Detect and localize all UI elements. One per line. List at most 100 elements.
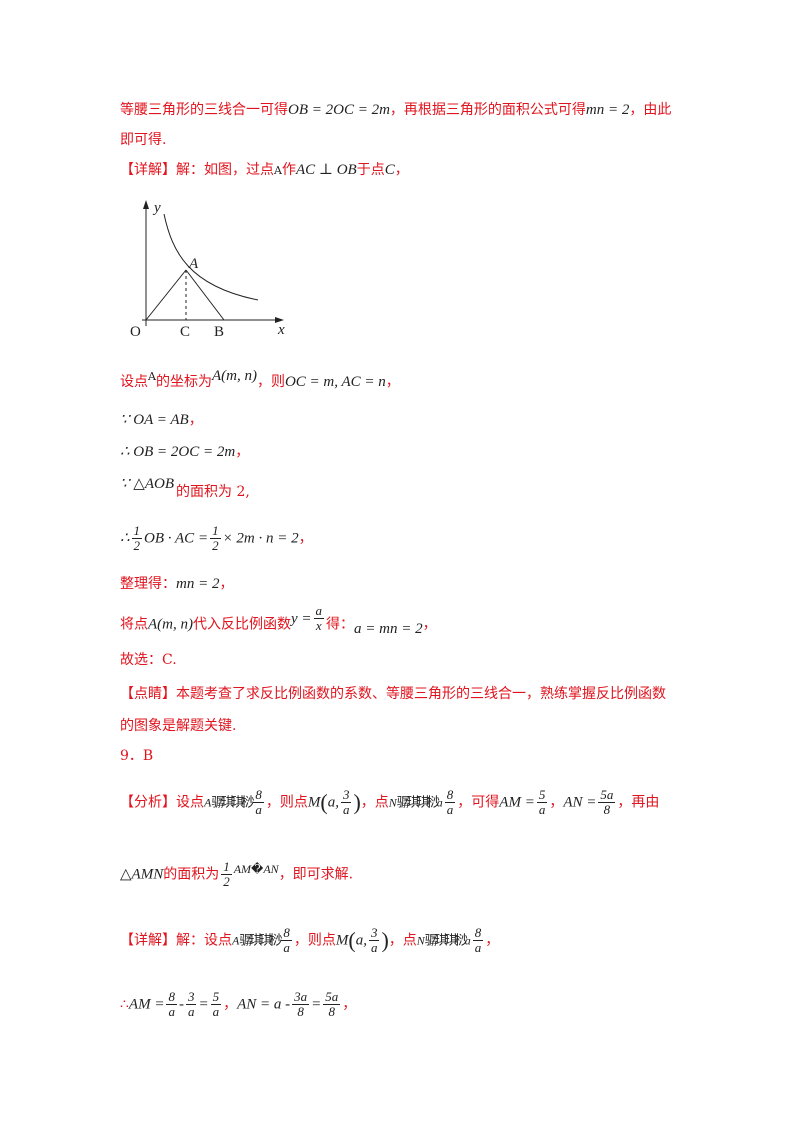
math-expr: AM = bbox=[499, 794, 535, 811]
math-expr: A(m, n) bbox=[148, 616, 193, 633]
math-expr: a, bbox=[355, 932, 367, 949]
detail-line-5b: 的面积为 2, bbox=[176, 482, 250, 502]
math-expr: AM = bbox=[128, 996, 165, 1013]
text-run: 的面积为 bbox=[163, 866, 220, 883]
garbled-bracket: 骣琪琪桫 bbox=[424, 933, 468, 949]
text-run: ，则点 bbox=[265, 794, 308, 811]
segment-OA bbox=[145, 269, 187, 321]
text-run: 作 bbox=[281, 162, 296, 178]
text-run: ， bbox=[223, 996, 238, 1013]
x-label: x bbox=[277, 322, 285, 338]
text-run: 故选：C. bbox=[120, 652, 177, 668]
detail-line-4: ∴ OB = 2OC = 2m， bbox=[120, 442, 249, 462]
text-run: ， bbox=[219, 576, 234, 592]
geometry-figure: y x A O C B bbox=[130, 200, 285, 340]
text-run: ， bbox=[188, 412, 203, 428]
text-run: ， bbox=[485, 932, 500, 949]
text-run: ，由此 bbox=[629, 102, 672, 118]
point-A-label: A bbox=[188, 256, 199, 272]
math-expr: M bbox=[307, 794, 321, 811]
text-run: ，点 bbox=[360, 794, 389, 811]
text-run: ， bbox=[235, 444, 250, 460]
math-expr: A bbox=[232, 933, 240, 948]
text-run: ， bbox=[385, 374, 400, 390]
origin-label: O bbox=[130, 324, 141, 340]
math-expr: M bbox=[335, 932, 349, 949]
text-run: ，点 bbox=[388, 932, 417, 949]
text-run: 的坐标为 bbox=[155, 374, 212, 390]
text-run: ，再根据三角形的面积公式可得 bbox=[389, 102, 586, 118]
text-run: ， bbox=[549, 794, 564, 811]
x-axis-arrow-icon bbox=[275, 317, 284, 323]
garbled-bracket: 骣琪琪桫 bbox=[396, 795, 440, 811]
text-run: ，则点 bbox=[293, 932, 336, 949]
math-expr: ∵ △AOB bbox=[120, 476, 174, 492]
math-expr: C bbox=[384, 162, 395, 178]
math-expr: y = bbox=[291, 610, 312, 627]
math-expr: AN bbox=[263, 861, 279, 876]
math-expr: a bbox=[436, 795, 443, 810]
fraction: 5a 8 bbox=[598, 787, 616, 817]
text-run: 即可得. bbox=[120, 132, 167, 148]
point-C-label: C bbox=[180, 324, 190, 340]
therefore-symbol: ∴ bbox=[120, 996, 129, 1013]
comment-line-1: 【点睛】本题考查了求反比例函数的系数、等腰三角形的三线合一，熟练掌握反比例函数 bbox=[120, 684, 666, 704]
text-run: 设点 bbox=[120, 374, 148, 390]
y-axis-arrow-icon bbox=[143, 200, 149, 209]
garbled-bracket: 骣琪琪桫 bbox=[239, 933, 282, 949]
analysis-line-1: 等腰三角形的三线合一可得OB = 2OC = 2m，再根据三角形的面积公式可得m… bbox=[120, 100, 671, 120]
math-expr: OB · AC = bbox=[144, 530, 209, 547]
point-label: A bbox=[148, 370, 156, 383]
point-B-label: B bbox=[214, 324, 224, 340]
text-run: 代入反比例函数 bbox=[193, 616, 291, 633]
hyperbola-curve bbox=[163, 213, 259, 301]
detail-line-5: ∵ △AOB bbox=[120, 474, 174, 494]
math-expr: ∴ bbox=[120, 530, 130, 547]
math-expr: ∵ OA = AB bbox=[120, 412, 189, 428]
text-run: ，再由 bbox=[617, 794, 660, 811]
text-run: ， bbox=[394, 162, 409, 178]
text-run: 【详解】解：如图，过点 bbox=[120, 162, 274, 178]
text-run: ，即可求解. bbox=[278, 866, 354, 883]
math-expr: AC ⊥ OB bbox=[295, 162, 357, 178]
math-expr: N bbox=[388, 795, 397, 810]
detail-line-2: 设点A的坐标为A(m, n)，则OC = m, AC = n， bbox=[120, 368, 400, 393]
detail2-line-1: 【详解】解：设点A骣琪琪桫 8 a ，则点M(a, 3 a)，点N骣琪琪桫a 8 a， bbox=[120, 925, 500, 955]
math-expr: OC = m, AC = n bbox=[284, 374, 386, 390]
text-run: ，可得 bbox=[457, 794, 500, 811]
fraction: 5a 8 bbox=[323, 989, 341, 1019]
fraction: 3a 8 bbox=[292, 989, 310, 1019]
math-expr: AN = a - bbox=[237, 996, 291, 1013]
text-run: ， bbox=[298, 530, 313, 547]
math-expr: △AMN bbox=[120, 866, 164, 883]
text-run: 【点睛】本题考查了求反比例函数的系数、等腰三角形的三线合一，熟练掌握反比例函数 bbox=[120, 686, 666, 702]
math-expr: × 2m · n = 2 bbox=[222, 530, 299, 547]
math-expr: A bbox=[204, 795, 212, 810]
segment-AB bbox=[185, 269, 225, 321]
detail-line-8: 将点A(m, n)代入反比例函数y = a x 得：a = mn = 2， bbox=[120, 604, 437, 639]
text-run: 将点 bbox=[120, 616, 148, 633]
y-label: y bbox=[152, 200, 161, 216]
text-run: 9．B bbox=[120, 748, 154, 764]
question-number: 9．B bbox=[120, 746, 153, 766]
text-run: 于点 bbox=[356, 162, 385, 178]
math-expr: - bbox=[178, 996, 184, 1013]
garbled-char: � bbox=[251, 861, 264, 876]
answer-line: 故选：C. bbox=[120, 650, 177, 670]
text-run: 整理得： bbox=[120, 576, 176, 592]
math-expr: N bbox=[416, 933, 425, 948]
math-expr: ∴ OB = 2OC = 2m bbox=[120, 444, 236, 460]
text-run: 【详解】解：设点 bbox=[120, 932, 232, 949]
math-expr: A(m, n) bbox=[211, 368, 257, 384]
